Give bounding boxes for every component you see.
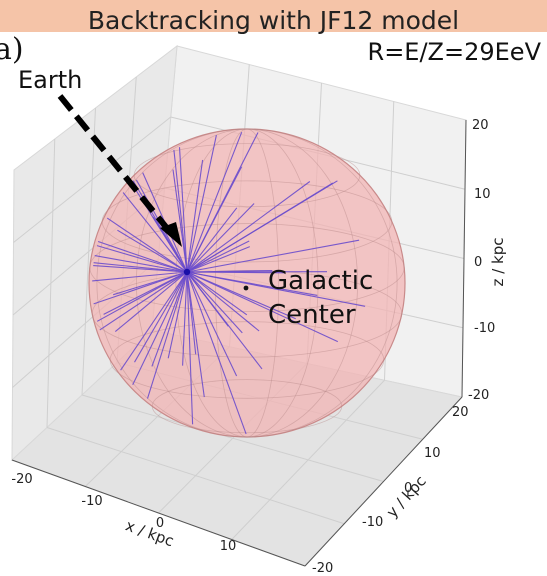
panel-letter: a): [0, 32, 24, 67]
sphere-longitude: [214, 128, 279, 438]
y-tick-label: 0: [404, 481, 412, 496]
trajectory-line: [186, 271, 243, 334]
trajectory-line: [94, 255, 188, 273]
trajectory-line: [186, 246, 251, 273]
title-banner: [0, 0, 547, 32]
trajectory-line: [151, 271, 188, 367]
trajectory-line: [97, 240, 188, 273]
y-axis-label: y / kpc: [383, 472, 430, 521]
sphere-longitude: [175, 128, 319, 438]
x-tick-label: 0: [156, 516, 164, 531]
chart-title: Backtracking with JF12 model: [87, 6, 460, 35]
trajectory-line: [186, 271, 238, 377]
trajectory-line: [186, 271, 248, 316]
trajectory-line: [106, 217, 188, 273]
y-tick-label: 20: [452, 405, 469, 420]
rigidity-label: R=E/Z=29EeV: [367, 38, 541, 66]
z-tick-label: 20: [472, 118, 489, 133]
trajectory-line: [186, 271, 339, 343]
trajectory-line: [186, 271, 260, 332]
trajectory-line: [122, 192, 188, 273]
trajectory-line: [92, 271, 188, 282]
earth-arrowhead: [160, 222, 182, 247]
trajectory-line: [186, 271, 247, 435]
trajectory-line: [186, 131, 243, 273]
y-tick-labels: -20 -10 0 10 20: [312, 405, 469, 576]
trajectory-line: [186, 132, 259, 273]
sphere-longitude: [135, 128, 358, 438]
trajectory-line: [186, 159, 204, 273]
sphere-latitude: [151, 379, 343, 434]
trajectory-line: [186, 239, 360, 273]
trajectory-line: [167, 271, 188, 359]
trajectories: [92, 131, 366, 435]
sphere-latitude: [89, 223, 405, 313]
x-tick-label: -10: [81, 494, 102, 509]
y-tick-label: -20: [312, 561, 333, 576]
galactic-center-label-line2: Center: [268, 300, 356, 330]
sphere-latitude: [101, 180, 393, 263]
trajectory-line: [186, 240, 250, 273]
z-tick-label: 10: [474, 187, 491, 202]
y-axis-line: [304, 396, 463, 567]
trajectory-line: [134, 271, 188, 363]
trajectory-line: [114, 271, 188, 333]
z-tick-label: 0: [474, 255, 482, 270]
grid-line: [231, 379, 385, 540]
trajectory-line: [186, 269, 273, 273]
z-axis-line: [461, 119, 467, 398]
trajectory-line: [186, 181, 311, 273]
earth-point: [183, 268, 191, 276]
trajectory-line: [132, 271, 188, 386]
earth-arrow: [57, 94, 173, 234]
trajectory-line: [178, 147, 188, 273]
trajectory-line: [99, 271, 188, 331]
trajectory-line: [186, 271, 194, 425]
sphere-longitude: [96, 128, 398, 438]
grid-line: [46, 427, 345, 525]
trajectory-line: [93, 271, 188, 305]
trajectory-line: [186, 271, 366, 307]
x-tick-labels: -20 -10 0 10: [11, 472, 236, 554]
y-tick-label: 10: [424, 446, 441, 461]
trajectory-line: [186, 271, 229, 327]
x-tick-label: 10: [220, 539, 237, 554]
trajectory-line: [146, 271, 188, 399]
z-tick-labels: 20 10 0 -10 -20: [468, 118, 495, 403]
trajectory-line: [186, 182, 334, 273]
trajectory-line: [172, 169, 188, 273]
grid-line: [46, 138, 56, 428]
galactic-center-label: Galactic Center: [268, 264, 373, 332]
trajectory-line: [182, 271, 188, 366]
x-axis-label: x / kpc: [123, 516, 176, 550]
x-tick-label: -20: [11, 472, 32, 487]
z-tick-label: -10: [474, 321, 495, 336]
trajectory-line: [96, 245, 188, 273]
trajectory-line: [186, 134, 217, 273]
galactic-center-point: [243, 285, 249, 291]
earth-label: Earth: [18, 66, 83, 94]
z-axis-label: z / kpc: [489, 238, 507, 287]
trajectory-line: [186, 271, 205, 398]
x-axis-line: [11, 459, 306, 567]
sphere-latitude: [133, 143, 361, 208]
trajectory-line: [93, 265, 188, 273]
trajectory-line: [120, 271, 188, 371]
trajectory-line: [186, 203, 255, 273]
trajectory-line: [186, 207, 238, 273]
y-tick-label: -10: [362, 515, 383, 530]
trajectory-line: [103, 271, 188, 315]
grid-line: [81, 394, 384, 482]
z-tick-label: -20: [468, 388, 489, 403]
trajectory-line: [117, 229, 188, 273]
galactic-center-label-line1: Galactic: [268, 266, 374, 296]
trajectory-line: [173, 149, 188, 273]
